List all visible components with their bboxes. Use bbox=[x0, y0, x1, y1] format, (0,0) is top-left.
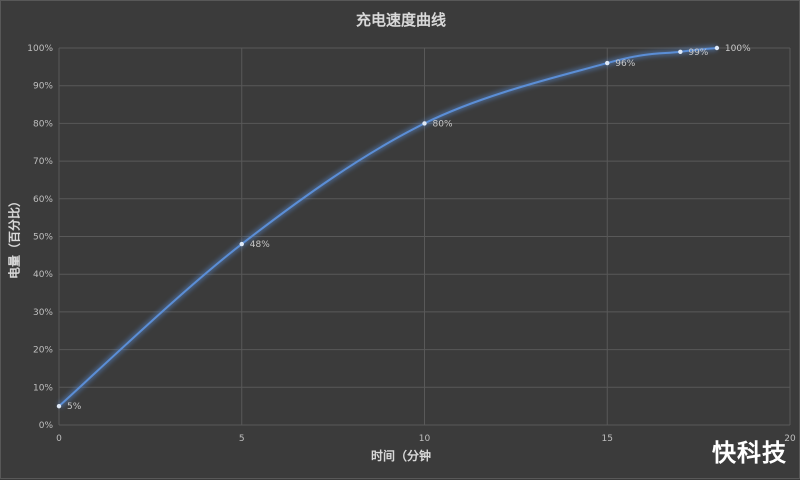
x-tick-label: 15 bbox=[602, 434, 613, 444]
grid-lines bbox=[58, 47, 791, 426]
data-point bbox=[422, 121, 427, 126]
y-tick-label: 0% bbox=[39, 421, 54, 431]
data-label: 5% bbox=[67, 402, 82, 412]
data-label: 100% bbox=[725, 44, 751, 54]
x-tick-label: 20 bbox=[784, 434, 796, 444]
x-tick-label: 5 bbox=[239, 434, 245, 444]
series-line-glow bbox=[57, 45, 718, 409]
y-tick-label: 20% bbox=[33, 346, 53, 356]
y-tick-label: 70% bbox=[33, 157, 53, 167]
x-tick-label: 0 bbox=[56, 434, 62, 444]
data-point bbox=[714, 45, 720, 51]
y-tick-label: 50% bbox=[33, 233, 53, 243]
data-label: 48% bbox=[250, 240, 270, 250]
data-label: 99% bbox=[688, 48, 708, 58]
series-group: 5% 48% 80% 96% 99% 100% bbox=[56, 44, 751, 412]
data-point bbox=[605, 60, 610, 66]
data-label: 80% bbox=[433, 119, 453, 129]
x-tick-labels: 0 5 10 15 20 bbox=[56, 434, 796, 444]
data-point bbox=[56, 403, 62, 409]
x-axis-label: 时间（分钟 bbox=[370, 449, 431, 463]
x-tick-label: 10 bbox=[419, 434, 431, 444]
y-tick-label: 80% bbox=[33, 119, 53, 129]
watermark: 快科技 bbox=[712, 439, 787, 467]
data-point bbox=[239, 241, 244, 247]
y-tick-label: 40% bbox=[33, 270, 53, 280]
series-line bbox=[58, 47, 718, 407]
y-tick-label: 100% bbox=[27, 44, 53, 54]
data-point bbox=[678, 49, 683, 54]
y-tick-labels: 0% 10% 20% 30% 40% 50% 60% 70% 80% 90% 100% bbox=[27, 44, 53, 431]
y-tick-label: 60% bbox=[33, 195, 53, 205]
y-tick-label: 30% bbox=[33, 308, 53, 318]
data-label: 96% bbox=[615, 59, 635, 69]
y-tick-label: 90% bbox=[33, 82, 53, 92]
chart-title: 充电速度曲线 bbox=[355, 11, 446, 29]
y-tick-label: 10% bbox=[33, 383, 53, 393]
